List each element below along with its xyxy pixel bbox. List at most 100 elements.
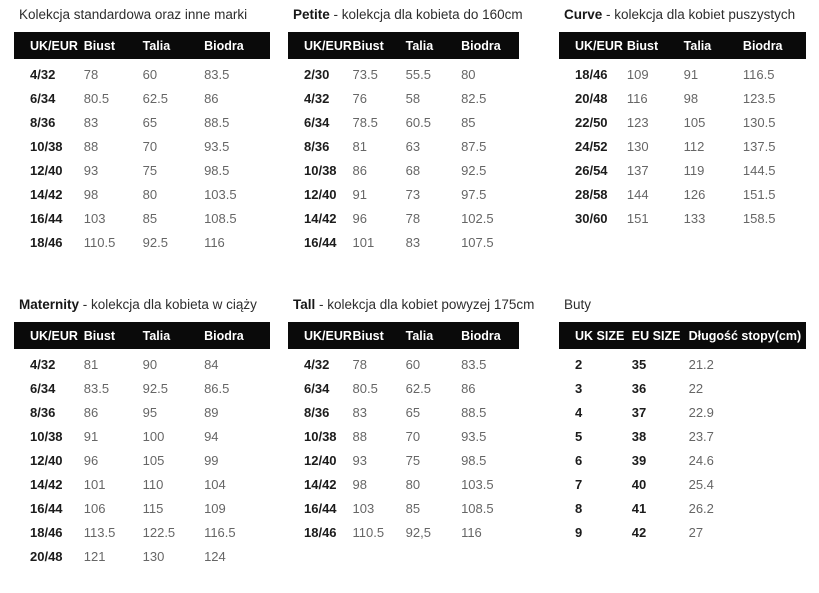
table-row: 10/38 88 70 93.5 [14,134,270,158]
value-cell: 73 [405,186,421,202]
column-header: Biust [352,328,384,343]
value-cell: 91 [352,186,367,202]
table-body: 4/32 78 60 83.5 6/34 80.5 62.5 86 8/36 83 65 88.5 10… [14,59,270,254]
value-cell: 86 [83,404,99,420]
table-title-bold: Curve [564,7,603,22]
value-cell: 144.5 [742,162,776,178]
value-cell: 108.5 [204,210,237,226]
table-row: 28/58 144 126 151.5 [559,182,806,206]
value-cell: 105 [683,114,706,130]
value-cell: 91 [683,66,699,82]
size-cell: 8/36 [304,404,330,420]
value-cell: 93.5 [461,428,487,444]
size-cell: 30/60 [575,210,608,226]
table-title-bold: Petite [293,7,330,22]
value-cell: 151.5 [742,186,776,202]
table-row: 2 35 21.2 [559,352,806,376]
size-cell: 10/38 [304,428,337,444]
value-cell: 76 [352,90,367,106]
table-title: Buty [564,296,806,313]
size-cell: 14/42 [304,210,337,226]
value-cell: 103.5 [461,476,494,492]
value-cell: 106 [83,500,106,516]
value-cell: 78 [352,356,367,372]
value-cell: 87.5 [461,138,487,154]
value-cell: 83 [405,234,421,250]
table-row: 18/46 110.5 92,5 116 [288,520,519,544]
size-cell: 8 [575,500,583,516]
size-cell: 10/38 [304,162,337,178]
value-cell: 130 [626,138,649,154]
table-title-bold: Maternity [19,297,80,312]
size-cell: 3 [575,380,583,396]
value-cell: 21.2 [688,356,714,372]
size-cell: 24/52 [575,138,608,154]
value-cell: 133 [683,210,706,226]
column-header: Długość stopy(cm) [688,328,802,343]
value-cell: 115 [142,500,164,516]
size-cell: 6/34 [30,380,56,396]
value-cell: 130 [142,548,165,564]
value-cell: 92.5 [142,380,168,396]
table-row: 10/38 91 100 94 [14,424,270,448]
column-header: Biodra [204,328,244,343]
table-body: 2 35 21.2 3 36 22 4 37 22.9 5 38 23.7 6 39 24.6 7 40 25.4… [559,349,806,544]
column-header: Talia [405,328,434,343]
table-row: 14/42 101 110 104 [14,472,270,496]
value-cell: 86.5 [204,380,230,396]
table-row: 6/34 80.5 62.5 86 [14,86,270,110]
size-table-tall: Tall - kolekcja dla kobiet powyzej 175cm… [288,296,534,544]
value-cell: 93.5 [204,138,230,154]
size-cell: 6/34 [304,114,330,130]
size-cell: 8/36 [30,404,56,420]
value-cell: 75 [142,162,158,178]
value-cell: 80 [461,66,476,82]
size-cell: 7 [575,476,583,492]
value-cell: 105 [142,452,165,468]
value-cell: 35 [631,356,647,372]
size-cell: 2 [575,356,583,372]
table-row: 12/40 93 75 98.5 [288,448,519,472]
value-cell: 65 [405,404,421,420]
size-cell: 8/36 [30,114,56,130]
size-cell: 16/44 [304,234,337,250]
value-cell: 107.5 [461,234,494,250]
table-row: 4/32 81 90 84 [14,352,270,376]
value-cell: 37 [631,404,647,420]
size-cell: 2/30 [304,66,330,82]
column-header: Biodra [461,328,501,343]
table-row: 20/48 116 98 123.5 [559,86,806,110]
value-cell: 23.7 [688,428,714,444]
value-cell: 110.5 [83,234,116,250]
table-row: 4 37 22.9 [559,400,806,424]
size-cell: 16/44 [30,210,63,226]
table-row: 16/44 101 83 107.5 [288,230,519,254]
table-row: 5 38 23.7 [559,424,806,448]
value-cell: 83.5 [83,380,110,396]
value-cell: 78 [83,66,99,82]
value-cell: 26.2 [688,500,714,516]
size-cell: 4/32 [304,90,330,106]
size-cell: 4 [575,404,583,420]
table-body: 18/46 109 91 116.5 20/48 116 98 123.5 22/50 123 10… [559,59,806,230]
table-title-rest: - kolekcja dla kobieta do 160cm [329,7,523,22]
value-cell: 84 [204,356,219,372]
table-header: UK SIZE EU SIZE Długość stopy(cm) [559,322,806,349]
value-cell: 88 [83,138,99,154]
table-row: 18/46 109 91 116.5 [559,62,806,86]
value-cell: 78.5 [352,114,378,130]
value-cell: 112 [683,138,705,154]
value-cell: 73.5 [352,66,378,82]
table-row: 8/36 81 63 87.5 [288,134,519,158]
table-row: 22/50 123 105 130.5 [559,110,806,134]
table-row: 10/38 88 70 93.5 [288,424,519,448]
column-header: Talia [683,38,712,53]
value-cell: 95 [142,404,158,420]
value-cell: 151 [626,210,649,226]
value-cell: 22 [688,380,704,396]
value-cell: 101 [83,476,106,492]
value-cell: 55.5 [405,66,431,82]
table-header: UK/EUR Biust Talia Biodra [559,32,806,59]
table-row: 9 42 27 [559,520,806,544]
table-title-rest: Buty [564,297,592,312]
